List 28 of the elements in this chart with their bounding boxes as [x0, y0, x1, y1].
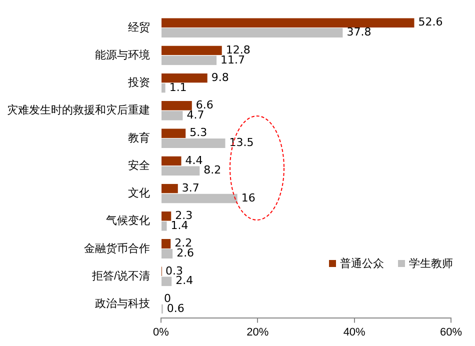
y-tick-label: 灾难发生时的救援和灾后重建 [7, 104, 150, 117]
y-tick-label: 气候变化 [106, 214, 150, 228]
x-tick-label: 60% [440, 326, 462, 338]
y-tick-label: 拒答/说不清 [90, 269, 150, 282]
data-label: 5.3 [190, 126, 208, 140]
data-label: 8.2 [204, 164, 222, 177]
y-tick-label: 能源与环境 [95, 48, 150, 62]
y-tick-label: 金融货币合作 [84, 242, 150, 255]
x-tick-label: 0% [153, 326, 170, 338]
data-label: 9.8 [211, 70, 229, 84]
y-tick-label: 经贸 [128, 20, 150, 34]
x-tick-label: 20% [246, 326, 269, 338]
data-label: 13.5 [229, 136, 254, 150]
y-tick-label: 政治与科技 [95, 297, 150, 310]
legend-label: 普通公众 [339, 256, 384, 271]
data-label: 2.6 [176, 246, 194, 260]
data-label: 37.8 [346, 26, 372, 39]
data-label: 3.7 [182, 181, 200, 194]
y-tick-label: 安全 [128, 158, 150, 172]
x-tick-label: 40% [343, 326, 366, 338]
data-label: 52.6 [418, 16, 443, 29]
legend-label: 学生教师 [408, 256, 453, 271]
data-label: 16 [241, 191, 256, 204]
data-label: 1.1 [169, 80, 187, 94]
y-tick-label: 文化 [128, 186, 150, 200]
y-tick-label: 投资 [127, 77, 150, 90]
data-label: 4.4 [185, 154, 203, 167]
y-tick-label: 教育 [128, 131, 150, 144]
